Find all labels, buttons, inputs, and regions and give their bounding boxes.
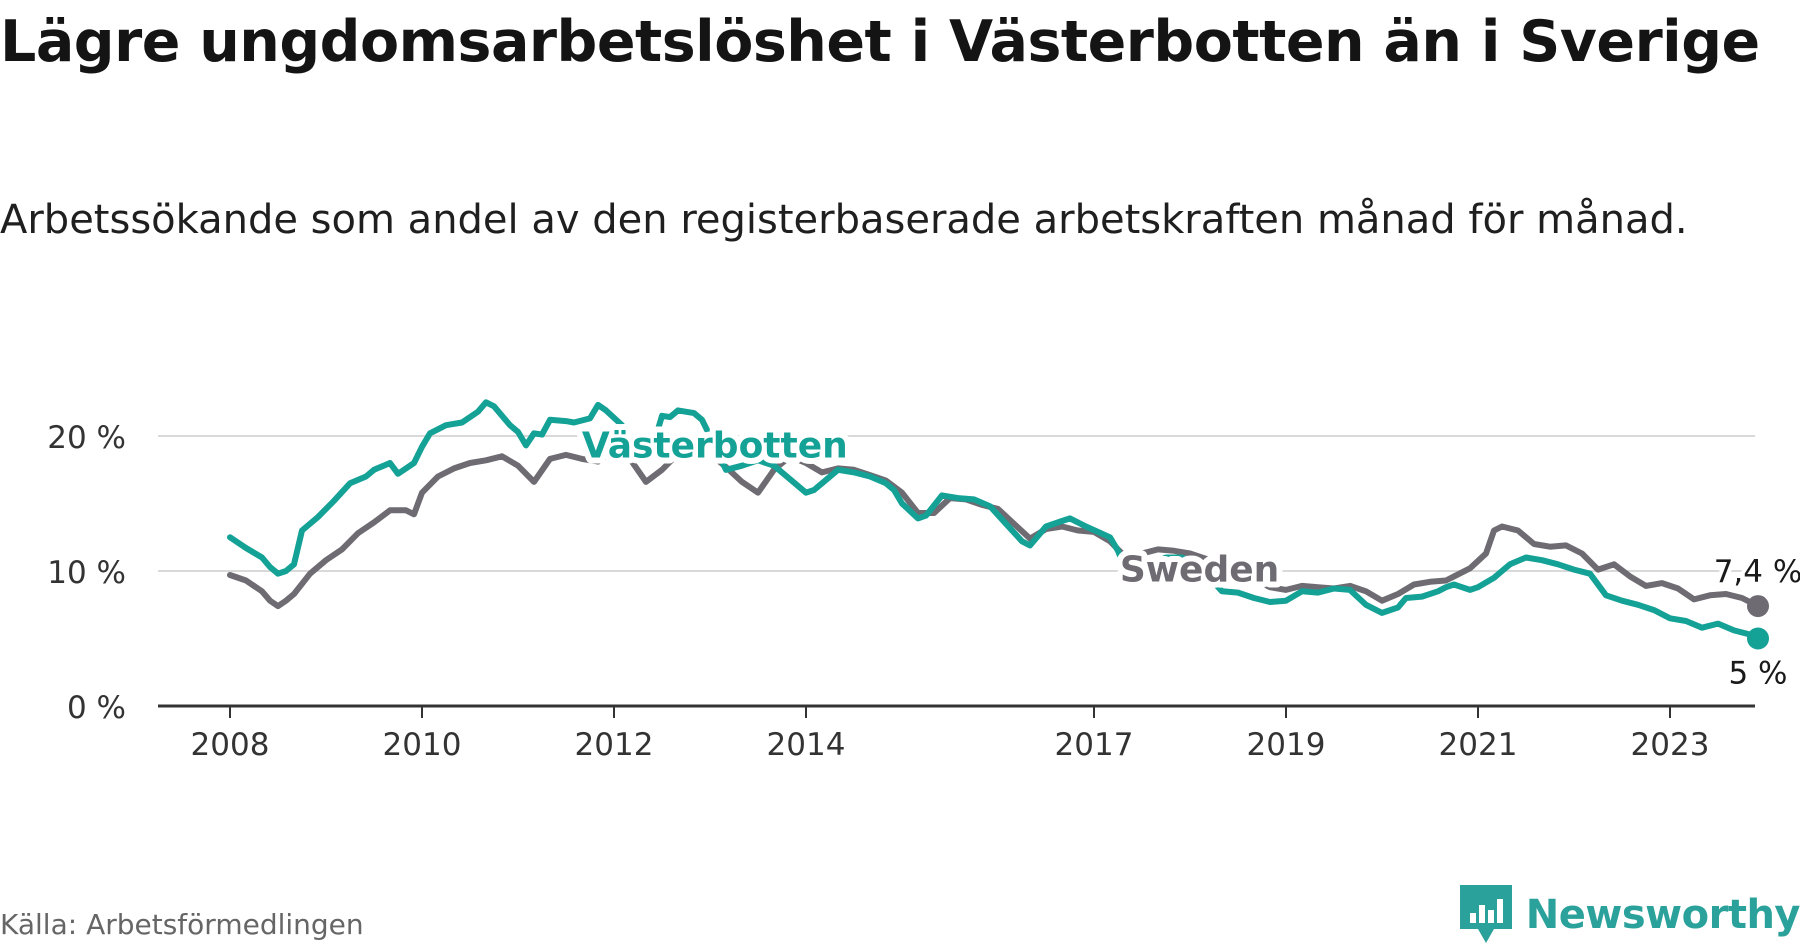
series-labels: Västerbotten Sweden 7,4 % 5 % (576, 419, 1800, 695)
series-label-vasterbotten: Västerbotten (582, 425, 848, 466)
y-tick-label: 0 % (67, 690, 126, 726)
x-axis: 2008 2010 2012 2014 2017 2019 2021 2023 (158, 704, 1755, 763)
x-tick-label: 2021 (1439, 727, 1518, 763)
end-point-sweden (1747, 595, 1769, 618)
x-tick-label: 2014 (767, 727, 846, 763)
end-point-vasterbotten (1747, 627, 1769, 650)
brand-name: Newsworthy (1525, 892, 1800, 938)
y-tick-label: 10 % (47, 555, 126, 591)
x-tick-label: 2012 (575, 727, 654, 763)
x-tick-label: 2017 (1055, 727, 1134, 763)
newsworthy-logo-icon (1459, 885, 1512, 943)
x-tick-label: 2008 (191, 727, 270, 763)
series-line-sweden (227, 445, 1761, 610)
series-lines (227, 399, 1769, 650)
series-line-vasterbotten (227, 399, 1761, 642)
y-tick-label: 20 % (47, 420, 126, 456)
series-label-sweden: Sweden (1120, 550, 1279, 591)
chart-subtitle: Arbetssökande som andel av den registerb… (0, 197, 1688, 243)
x-tick-label: 2010 (383, 727, 462, 763)
source-credit: Källa: Arbetsförmedlingen (0, 908, 364, 941)
gridlines (158, 435, 1755, 572)
x-tick-label: 2023 (1631, 727, 1710, 763)
end-label-sweden: 7,4 % (1714, 554, 1800, 590)
brand-logo[interactable]: Newsworthy (1459, 885, 1800, 945)
y-axis-ticks: 0 % 10 % 20 % (47, 420, 126, 726)
end-label-vasterbotten: 5 % (1728, 656, 1787, 692)
x-tick-label: 2019 (1247, 727, 1326, 763)
chart-title: Lägre ungdomsarbetslöshet i Västerbotten… (0, 9, 1760, 75)
